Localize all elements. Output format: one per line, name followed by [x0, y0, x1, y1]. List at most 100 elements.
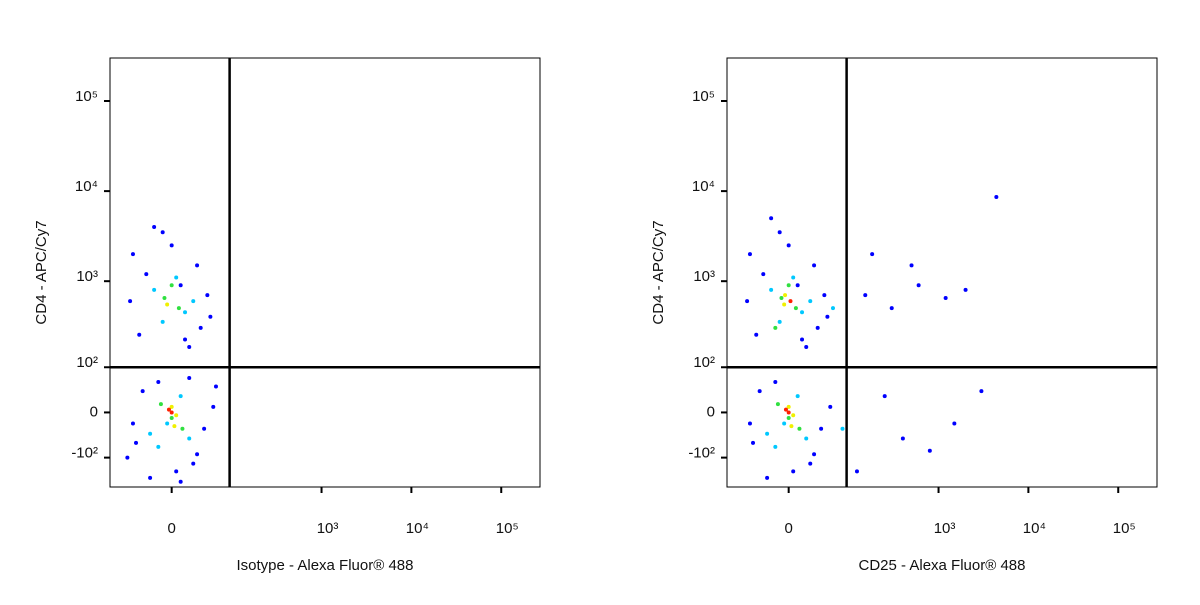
- event-dot: [808, 461, 813, 466]
- x-tick-label: 10³: [934, 520, 956, 537]
- event-dot: [808, 299, 813, 304]
- event-dot: [172, 424, 177, 429]
- event-dot: [793, 306, 798, 311]
- event-dot: [854, 469, 859, 474]
- event-dot: [994, 195, 999, 200]
- event-dot: [158, 402, 163, 407]
- y-tick-label: 10²: [76, 354, 98, 371]
- event-dot: [777, 230, 782, 235]
- y-tick-label: -10²: [71, 445, 98, 462]
- y-axis-label: CD4 - APC/Cy7: [650, 220, 667, 324]
- event-dot: [148, 431, 153, 436]
- plot-frame: [726, 57, 1158, 488]
- event-dot: [152, 224, 157, 229]
- event-dot: [765, 475, 770, 480]
- event-dot: [797, 426, 802, 431]
- event-dot: [943, 295, 948, 300]
- event-dot: [963, 287, 968, 292]
- y-tick-label: 10⁵: [75, 88, 98, 105]
- event-dot: [812, 452, 817, 457]
- event-dot: [130, 421, 135, 426]
- x-tick-label: 10⁵: [1113, 520, 1136, 537]
- event-dot: [782, 302, 787, 307]
- event-dot: [782, 421, 787, 426]
- event-dot: [791, 469, 796, 474]
- event-dot: [786, 416, 791, 421]
- event-dot: [169, 243, 174, 248]
- event-dot: [786, 243, 791, 248]
- event-dot: [751, 440, 756, 445]
- event-dot: [754, 332, 759, 337]
- event-dot: [769, 216, 774, 221]
- event-dot: [819, 426, 824, 431]
- event-dot: [777, 319, 782, 324]
- y-tick-label: 0: [707, 403, 715, 420]
- event-dot: [916, 283, 921, 288]
- event-dot: [900, 436, 905, 441]
- event-dot: [169, 416, 174, 421]
- event-dot: [745, 299, 750, 304]
- event-dot: [769, 287, 774, 292]
- event-dot: [187, 375, 192, 380]
- y-tick-label: 0: [90, 403, 98, 420]
- event-dot: [169, 283, 174, 288]
- event-dot: [773, 380, 778, 385]
- x-tick-label: 10⁴: [406, 520, 429, 537]
- event-dot: [162, 295, 167, 300]
- event-dot: [178, 394, 183, 399]
- x-axis-label: CD25 - Alexa Fluor® 488: [859, 557, 1026, 574]
- x-tick-label: 10⁴: [1023, 520, 1046, 537]
- event-dot: [180, 426, 185, 431]
- event-dot: [165, 302, 170, 307]
- y-tick-label: -10²: [688, 445, 715, 462]
- event-dot: [166, 407, 171, 412]
- event-dot: [130, 252, 135, 257]
- event-dot: [789, 424, 794, 429]
- event-dot: [137, 332, 142, 337]
- event-dot: [178, 283, 183, 288]
- event-dot: [148, 475, 153, 480]
- event-dot: [795, 394, 800, 399]
- event-dot: [187, 436, 192, 441]
- event-dot: [198, 325, 203, 330]
- event-dot: [176, 306, 181, 311]
- event-dot: [825, 314, 830, 319]
- x-axis-label: Isotype - Alexa Fluor® 488: [237, 557, 414, 574]
- event-dot: [786, 410, 791, 415]
- event-dot: [213, 384, 218, 389]
- event-dot: [779, 295, 784, 300]
- event-dot: [828, 404, 833, 409]
- event-dot: [840, 426, 845, 431]
- x-tick-label: 0: [168, 520, 176, 537]
- y-tick-label: 10²: [693, 354, 715, 371]
- event-dot: [208, 314, 213, 319]
- event-dot: [870, 252, 875, 257]
- event-dot: [191, 461, 196, 466]
- event-dot: [183, 337, 188, 342]
- event-dot: [830, 306, 835, 311]
- event-dot: [169, 404, 174, 409]
- event-dot: [144, 272, 149, 277]
- y-tick-label: 10³: [693, 268, 715, 285]
- event-dot: [791, 413, 796, 418]
- event-dot: [211, 404, 216, 409]
- event-dot: [791, 275, 796, 280]
- event-dot: [773, 325, 778, 330]
- event-dot: [812, 263, 817, 268]
- event-dot: [757, 389, 762, 394]
- event-dot: [125, 455, 130, 460]
- event-dot: [160, 319, 165, 324]
- event-dot: [195, 263, 200, 268]
- y-axis-label: CD4 - APC/Cy7: [33, 220, 50, 324]
- plot-frame: [109, 57, 541, 488]
- event-dot: [747, 252, 752, 257]
- event-dot: [952, 421, 957, 426]
- event-dot: [202, 426, 207, 431]
- event-dot: [183, 310, 188, 315]
- event-dot: [815, 325, 820, 330]
- x-tick-label: 0: [785, 520, 793, 537]
- event-dot: [191, 299, 196, 304]
- event-dot: [783, 293, 788, 298]
- event-dot: [788, 299, 793, 304]
